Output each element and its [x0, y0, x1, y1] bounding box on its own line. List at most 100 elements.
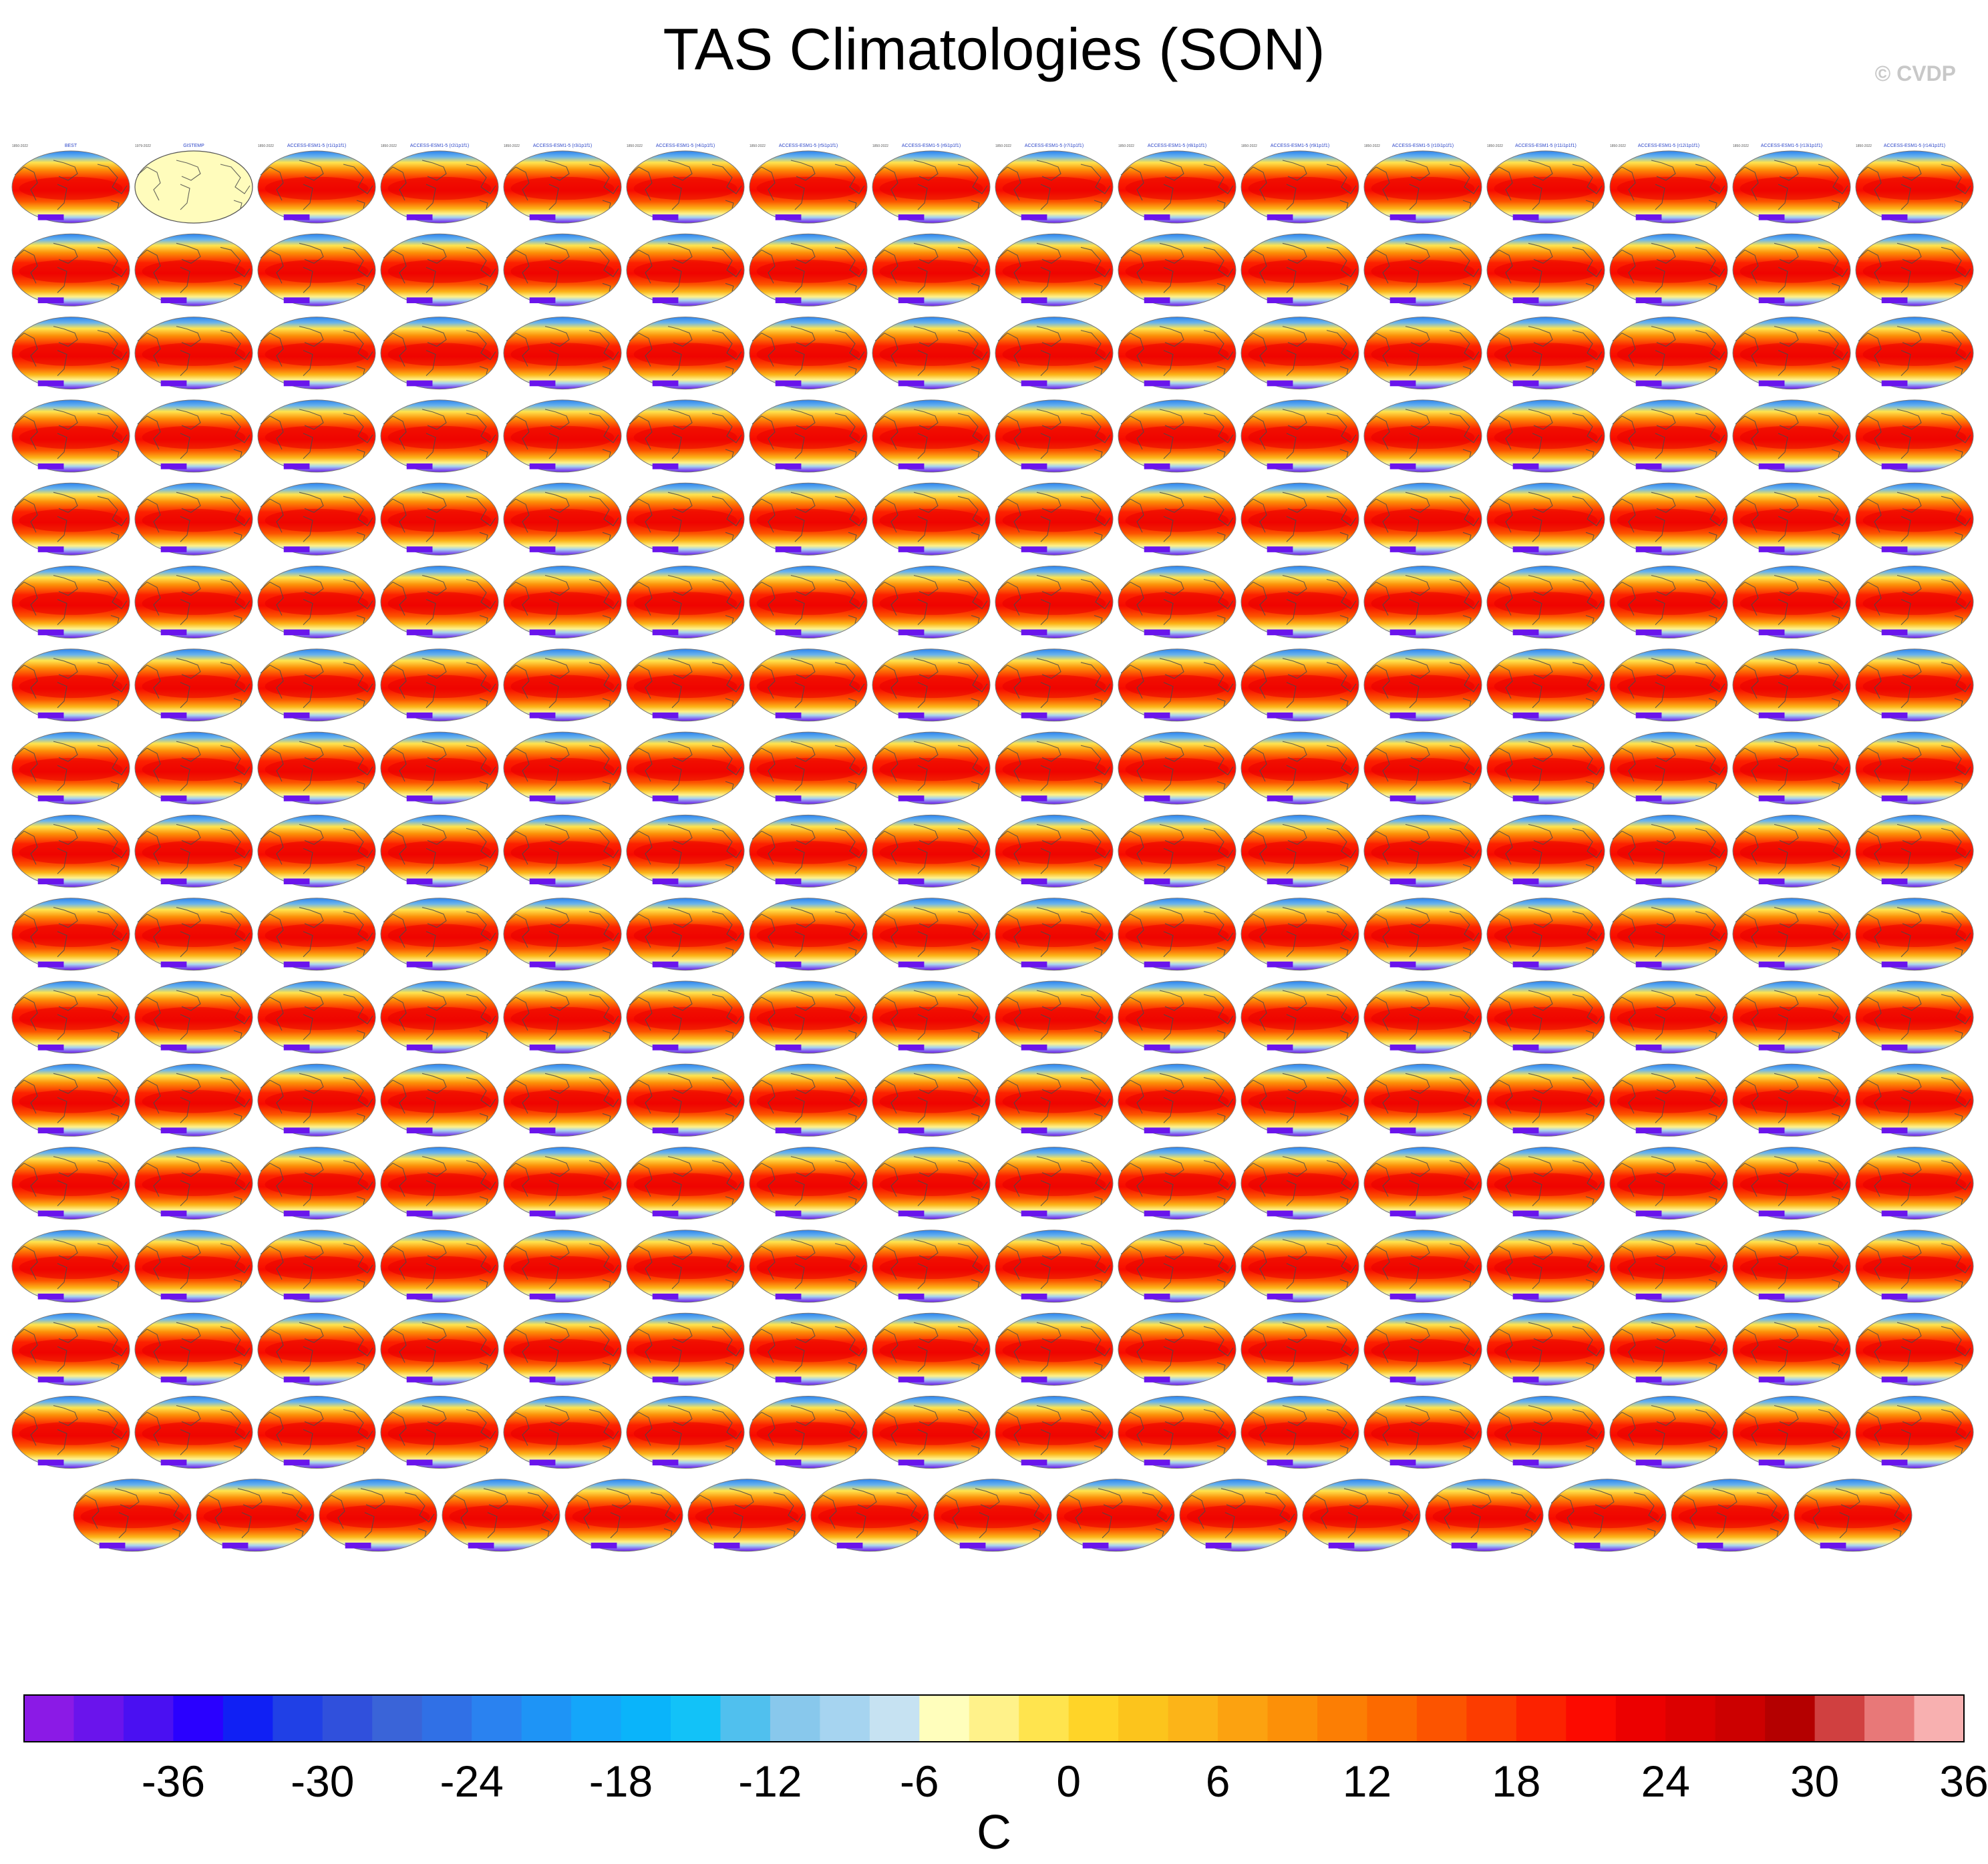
panel-title: ACCESS-ESM1-5 (r3i1p1f1)	[533, 144, 592, 148]
tropical-band	[1432, 1505, 1536, 1529]
map-panel	[257, 980, 376, 1054]
panel-title: ACCESS-ESM1-5 (r10i1p1f1)	[1392, 144, 1454, 148]
antarctic-cold	[406, 629, 433, 636]
tropical-band	[1002, 1173, 1106, 1196]
map-panel	[1609, 814, 1728, 888]
colorbar-swatch	[621, 1695, 671, 1742]
coastlines	[506, 1405, 619, 1455]
map-panel	[380, 317, 499, 390]
antarctic-cold	[959, 1542, 986, 1549]
antarctic-cold	[1267, 1293, 1293, 1300]
map-panel	[1855, 482, 1974, 556]
coastlines	[1366, 990, 1480, 1041]
map-panel	[1486, 399, 1605, 473]
map-panel	[995, 980, 1114, 1054]
tropical-band	[387, 675, 492, 699]
coastlines	[137, 823, 251, 874]
antarctic-cold	[1512, 629, 1539, 636]
map-panel	[872, 898, 991, 971]
coastlines	[1120, 1156, 1234, 1206]
antarctic-cold	[406, 1210, 433, 1217]
tropical-band	[510, 1338, 615, 1362]
tropical-band	[265, 1422, 369, 1445]
antarctic-cold	[1881, 1127, 1908, 1133]
antarctic-cold	[283, 795, 310, 801]
coastlines	[260, 823, 373, 874]
antarctic-cold	[406, 463, 433, 470]
map-panel	[1363, 1312, 1482, 1386]
coastlines	[1489, 492, 1603, 542]
antarctic-cold	[529, 546, 556, 552]
antarctic-cold	[652, 1459, 679, 1466]
antarctic-cold	[898, 1210, 925, 1217]
map-panel	[1855, 898, 1974, 971]
tropical-band	[756, 675, 860, 699]
tropical-band	[1862, 425, 1967, 449]
tropical-band	[1617, 675, 1721, 699]
colorbar-swatch	[720, 1695, 771, 1742]
tropical-band	[879, 924, 983, 947]
coastlines	[936, 1488, 1049, 1539]
antarctic-cold	[1758, 214, 1785, 220]
coastlines	[506, 574, 619, 625]
colorbar-swatch	[123, 1695, 174, 1742]
map-panel	[1855, 399, 1974, 473]
antarctic-cold	[345, 1542, 371, 1549]
coastlines	[1612, 741, 1725, 791]
tropical-band	[1862, 1090, 1967, 1113]
map-panel	[1363, 233, 1482, 307]
coastlines	[1489, 326, 1603, 376]
coastlines	[1858, 574, 1971, 625]
map-panel	[1548, 1479, 1667, 1552]
panel-grid: BEST 1850-2022 GISTEMP 1979-2022 ACCESS-ESM1…	[11, 144, 1974, 1552]
tropical-band	[1494, 592, 1598, 615]
coastlines	[383, 658, 496, 709]
antarctic-cold	[1021, 795, 1047, 801]
antarctic-cold	[713, 1542, 740, 1549]
tropical-band	[756, 1256, 860, 1280]
antarctic-cold	[283, 878, 310, 885]
tropical-band	[1248, 1338, 1352, 1362]
map-panel	[1486, 648, 1605, 722]
tropical-band	[1248, 924, 1352, 947]
coastlines	[1735, 823, 1848, 874]
antarctic-cold	[406, 380, 433, 387]
coastlines	[629, 741, 742, 791]
globe-empty	[134, 150, 253, 224]
antarctic-cold	[529, 1459, 556, 1466]
coastlines	[1243, 492, 1357, 542]
tropical-band	[1186, 1505, 1291, 1529]
antarctic-cold	[1512, 463, 1539, 470]
map-panel	[1732, 566, 1851, 638]
tropical-band	[633, 1422, 737, 1445]
map-panel	[1363, 898, 1482, 971]
map-panel	[134, 233, 253, 307]
antarctic-cold	[160, 463, 187, 470]
colorbar-swatch	[1715, 1695, 1766, 1742]
coastlines	[1858, 160, 1971, 210]
antarctic-cold	[1267, 380, 1293, 387]
tropical-band	[1862, 508, 1967, 532]
colorbar-frame	[23, 1694, 1965, 1742]
coastlines	[383, 242, 496, 293]
colorbar-swatch	[1765, 1695, 1816, 1742]
map-panel	[11, 566, 130, 638]
tropical-band	[633, 757, 737, 781]
antarctic-cold	[529, 878, 556, 885]
colorbar-swatch	[1416, 1695, 1467, 1742]
coastlines	[1243, 658, 1357, 709]
antarctic-cold	[898, 1376, 925, 1382]
tropical-band	[1002, 508, 1106, 532]
panel-period: 1850-2022	[258, 144, 274, 148]
tropical-band	[1494, 1090, 1598, 1113]
antarctic-cold	[836, 1542, 863, 1549]
tropical-band	[1125, 343, 1229, 366]
tropical-band	[1125, 260, 1229, 283]
colorbar-swatch	[1914, 1695, 1965, 1742]
coastlines	[629, 658, 742, 709]
colorbar-swatch	[521, 1695, 572, 1742]
antarctic-cold	[37, 1210, 64, 1217]
antarctic-cold	[775, 380, 802, 387]
panel-period: 1850-2022	[1487, 144, 1503, 148]
map-panel	[11, 980, 130, 1054]
